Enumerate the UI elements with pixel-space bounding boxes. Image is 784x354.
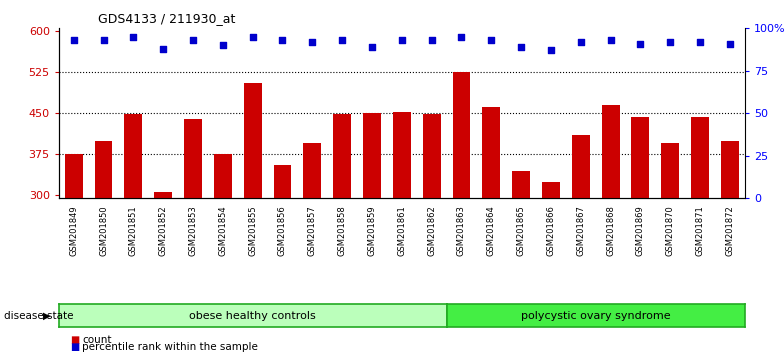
Point bbox=[426, 38, 438, 43]
Point bbox=[575, 39, 587, 45]
Point bbox=[365, 44, 378, 50]
Point bbox=[306, 39, 318, 45]
Text: GSM201858: GSM201858 bbox=[338, 205, 347, 256]
Text: GSM201872: GSM201872 bbox=[725, 205, 735, 256]
Text: obese healthy controls: obese healthy controls bbox=[189, 311, 316, 321]
Text: GSM201851: GSM201851 bbox=[129, 205, 138, 256]
Point bbox=[157, 46, 169, 52]
Point bbox=[216, 42, 229, 48]
Point bbox=[724, 41, 736, 46]
Text: GSM201856: GSM201856 bbox=[278, 205, 287, 256]
Text: GSM201849: GSM201849 bbox=[69, 205, 78, 256]
Text: GSM201857: GSM201857 bbox=[308, 205, 317, 256]
Point bbox=[246, 34, 259, 40]
Bar bbox=[512, 171, 530, 198]
Point bbox=[485, 38, 498, 43]
Bar bbox=[691, 117, 709, 198]
Text: GSM201871: GSM201871 bbox=[695, 205, 705, 256]
Bar bbox=[542, 182, 560, 198]
Point bbox=[67, 38, 80, 43]
Bar bbox=[65, 154, 82, 198]
Point bbox=[97, 38, 110, 43]
Point bbox=[634, 41, 647, 46]
Point bbox=[276, 38, 289, 43]
Text: GSM201865: GSM201865 bbox=[517, 205, 525, 256]
Text: GSM201855: GSM201855 bbox=[249, 205, 257, 256]
Text: GSM201863: GSM201863 bbox=[457, 205, 466, 256]
Bar bbox=[184, 119, 202, 198]
Bar bbox=[572, 135, 590, 198]
Text: GDS4133 / 211930_at: GDS4133 / 211930_at bbox=[98, 12, 235, 25]
Point bbox=[395, 38, 408, 43]
Text: ▶: ▶ bbox=[43, 311, 51, 321]
Text: GSM201866: GSM201866 bbox=[546, 205, 555, 256]
Bar bbox=[274, 165, 292, 198]
Point bbox=[127, 34, 140, 40]
Text: ■: ■ bbox=[71, 335, 80, 345]
Bar bbox=[482, 107, 500, 198]
Text: GSM201861: GSM201861 bbox=[397, 205, 406, 256]
Bar bbox=[631, 117, 649, 198]
Bar bbox=[452, 72, 470, 198]
Bar bbox=[393, 112, 411, 198]
Text: GSM201870: GSM201870 bbox=[666, 205, 675, 256]
Point bbox=[187, 38, 199, 43]
Point bbox=[664, 39, 677, 45]
Text: GSM201862: GSM201862 bbox=[427, 205, 436, 256]
Bar bbox=[303, 143, 321, 198]
Bar bbox=[154, 192, 172, 198]
Point bbox=[515, 44, 528, 50]
Bar bbox=[125, 114, 143, 198]
Text: GSM201850: GSM201850 bbox=[99, 205, 108, 256]
Point bbox=[604, 38, 617, 43]
Text: GSM201852: GSM201852 bbox=[158, 205, 168, 256]
Bar bbox=[661, 143, 679, 198]
Text: GSM201859: GSM201859 bbox=[368, 205, 376, 256]
Point bbox=[336, 38, 348, 43]
Text: disease state: disease state bbox=[4, 311, 74, 321]
Bar bbox=[333, 114, 351, 198]
Bar bbox=[95, 141, 112, 198]
Point bbox=[545, 47, 557, 53]
Point bbox=[694, 39, 706, 45]
Point bbox=[456, 34, 468, 40]
Bar bbox=[214, 154, 232, 198]
Bar bbox=[363, 113, 381, 198]
Bar bbox=[244, 83, 262, 198]
Text: GSM201867: GSM201867 bbox=[576, 205, 586, 256]
Text: ■: ■ bbox=[71, 342, 80, 352]
Text: GSM201869: GSM201869 bbox=[636, 205, 645, 256]
Text: GSM201864: GSM201864 bbox=[487, 205, 495, 256]
Bar bbox=[601, 105, 619, 198]
Bar bbox=[423, 114, 441, 198]
Text: percentile rank within the sample: percentile rank within the sample bbox=[82, 342, 258, 352]
Text: GSM201854: GSM201854 bbox=[218, 205, 227, 256]
Text: GSM201853: GSM201853 bbox=[188, 205, 198, 256]
Text: GSM201868: GSM201868 bbox=[606, 205, 615, 256]
Text: polycystic ovary syndrome: polycystic ovary syndrome bbox=[521, 311, 670, 321]
Bar bbox=[721, 141, 739, 198]
Text: count: count bbox=[82, 335, 112, 345]
